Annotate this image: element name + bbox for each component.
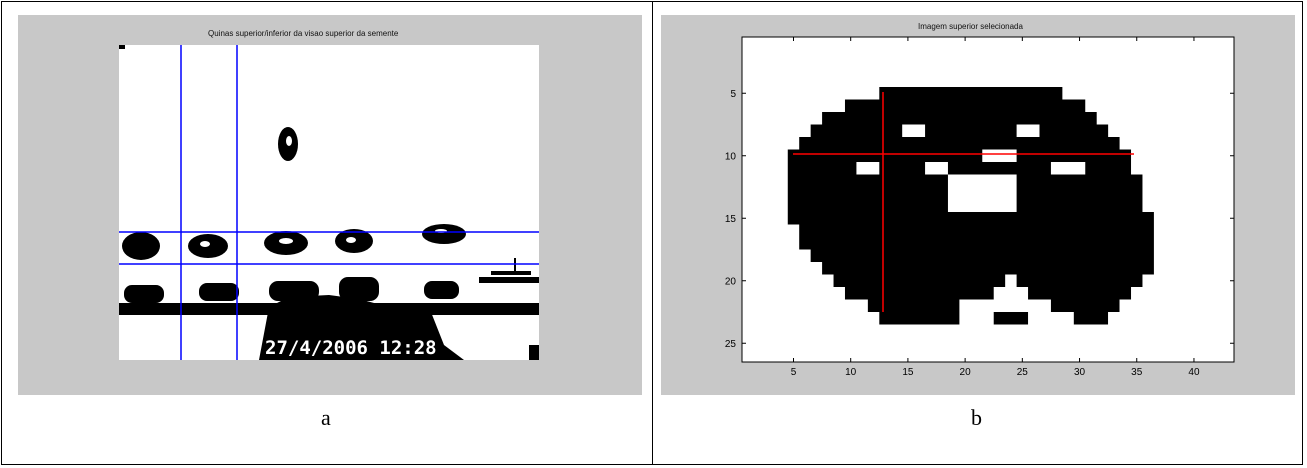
pixel-run <box>799 137 1120 150</box>
pixel-run <box>833 274 1143 287</box>
pixel-run <box>993 287 1029 300</box>
pixel-run <box>822 112 1097 125</box>
pixel-run <box>902 124 926 137</box>
panel-divider <box>652 1 653 465</box>
pixel-run <box>1119 299 1143 312</box>
pixel-run <box>1108 312 1143 325</box>
panel-b-title: Imagem superior selecionada <box>918 22 1023 31</box>
y-tick-label: 15 <box>725 214 737 225</box>
pixel-run <box>844 99 1086 112</box>
panel-b-plot: 5 10 15 20 25 30 35 40 5 10 15 20 25 <box>725 36 1235 378</box>
pixel-run <box>947 199 1017 212</box>
pixel-run <box>787 149 1132 162</box>
x-tick-label: 20 <box>960 367 972 378</box>
x-tick-label: 5 <box>791 367 797 378</box>
panel-a-title: Quinas superior/inferior da visao superi… <box>208 29 399 38</box>
panel-a-figure: Quinas superior/inferior da visao superi… <box>18 15 642 395</box>
pixel-run <box>810 249 1154 262</box>
pixel-run <box>844 287 1132 300</box>
seed-blob <box>122 232 160 260</box>
pixel-run <box>947 187 1017 200</box>
pixel-run <box>1016 124 1040 137</box>
pixel-run <box>947 174 1017 187</box>
pixel-run <box>925 162 948 175</box>
y-tick-label: 25 <box>725 339 737 350</box>
pixel-run <box>1050 162 1086 175</box>
pixel-run <box>879 87 1063 100</box>
pixel-run <box>799 237 1154 250</box>
pixel-run <box>856 162 880 175</box>
pixel-run <box>1028 312 1074 325</box>
pixel-run <box>1005 274 1017 287</box>
seed-blob <box>422 224 466 244</box>
x-tick-label: 10 <box>845 367 857 378</box>
binary-seed-image <box>787 87 1154 325</box>
y-tick-label: 5 <box>730 89 736 100</box>
panel-b-caption: b <box>971 405 982 430</box>
y-tick-label: 20 <box>725 276 737 287</box>
x-tick-label: 35 <box>1131 367 1143 378</box>
pixel-run <box>982 149 1017 162</box>
panel-a-caption: a <box>321 405 331 430</box>
panel-b-figure: Imagem superior selecionada 5 10 15 20 25 30 3… <box>661 15 1295 395</box>
pixel-run <box>799 224 1154 237</box>
x-tick-label: 40 <box>1188 367 1200 378</box>
pixel-run <box>822 262 1154 275</box>
pixel-run <box>810 124 1109 137</box>
x-tick-label: 15 <box>902 367 914 378</box>
x-tick-label: 30 <box>1074 367 1086 378</box>
panel-a-image: 27/4/2006 12:28 <box>119 45 539 360</box>
image-timestamp: 27/4/2006 12:28 <box>265 337 437 359</box>
pixel-run <box>959 312 994 325</box>
y-tick-label: 10 <box>725 151 737 162</box>
pixel-run <box>787 212 1154 225</box>
x-tick-label: 25 <box>1017 367 1029 378</box>
pixel-run <box>959 299 1051 312</box>
